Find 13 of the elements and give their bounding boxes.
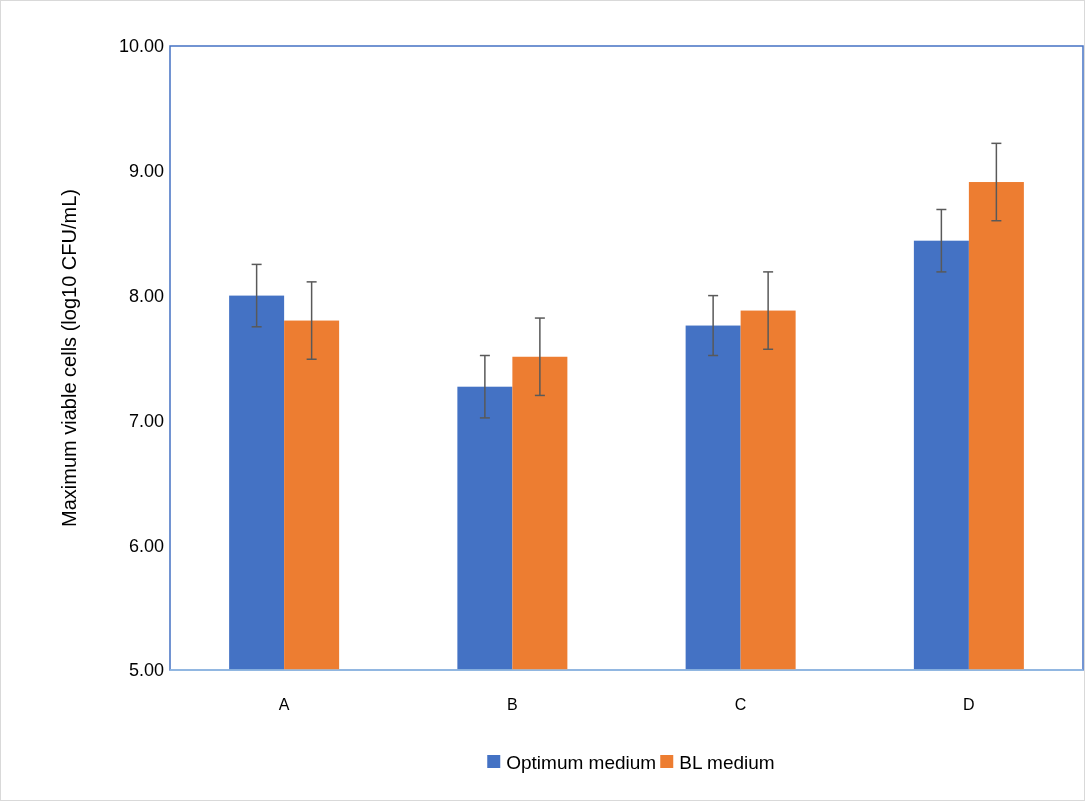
x-tick-label: A [278,696,290,713]
legend-label: BL medium [679,751,775,773]
y-tick-label: 5.00 [128,660,164,681]
x-tick-label: B [507,696,518,713]
y-tick-label: 10.00 [118,36,164,57]
x-tick-label: D [963,696,975,713]
y-tick-label: 7.00 [128,410,164,431]
y-axis-title: Maximum viable cells (log10 CFU/mL) [58,189,80,527]
legend-label: Optimum medium [506,751,657,773]
y-tick-label: 6.00 [128,535,164,556]
x-tick-label: C [734,696,747,713]
y-tick-label: 9.00 [128,161,164,182]
y-tick-label: 8.00 [128,285,164,306]
